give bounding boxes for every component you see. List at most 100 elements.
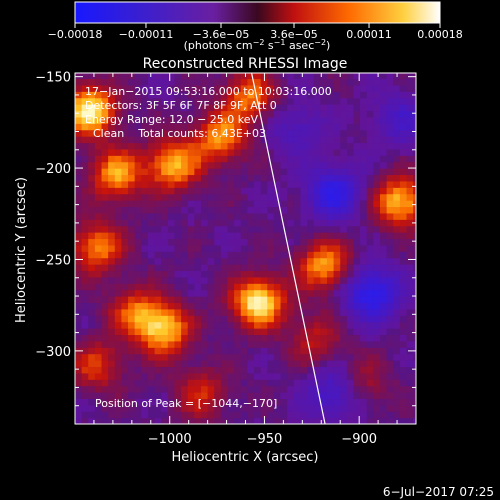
heatmap-cell (200, 257, 209, 265)
heatmap-cell (353, 398, 361, 406)
heatmap-cell (273, 385, 282, 393)
heatmap-cell (293, 238, 302, 246)
heatmap-cell (234, 84, 242, 92)
heatmap-cell (75, 206, 83, 214)
heatmap-cell (88, 296, 96, 304)
heatmap-cell (220, 123, 229, 131)
heatmap-cell (267, 366, 275, 374)
heatmap-cell (346, 136, 355, 144)
heatmap-cell (267, 232, 275, 240)
heatmap-cell (406, 372, 414, 380)
heatmap-cell (121, 129, 129, 137)
heatmap-cell (254, 257, 262, 265)
heatmap-cell (234, 193, 242, 201)
heatmap-cell (114, 296, 123, 304)
heatmap-cell (300, 283, 308, 291)
heatmap-cell (141, 116, 149, 124)
heatmap-cell (161, 417, 169, 424)
heatmap-cell (254, 360, 262, 368)
heatmap-cell (313, 392, 321, 400)
heatmap-cell (227, 296, 235, 304)
heatmap-cell (333, 97, 341, 105)
heatmap-cell (147, 392, 156, 400)
heatmap-cell (340, 328, 348, 336)
heatmap-cell (273, 97, 282, 105)
heatmap-cell (128, 116, 136, 124)
heatmap-cell (108, 315, 116, 323)
heatmap-cell (174, 251, 182, 259)
heatmap-cell (174, 340, 182, 348)
heatmap-cell (353, 129, 361, 137)
heatmap-cell (101, 276, 109, 284)
heatmap-cell (293, 328, 302, 336)
heatmap-cell (187, 308, 195, 316)
heatmap-cell (260, 308, 268, 316)
heatmap-cell (267, 187, 275, 195)
heatmap-cell (307, 219, 315, 227)
heatmap-cell (293, 91, 302, 99)
heatmap-cell (220, 353, 229, 361)
heatmap-cell (353, 123, 361, 131)
heatmap-cell (320, 187, 328, 195)
heatmap-cell (108, 219, 116, 227)
heatmap-cell (287, 372, 295, 380)
heatmap-cell (128, 353, 136, 361)
heatmap-cell (194, 187, 202, 195)
heatmap-cell (360, 353, 368, 361)
heatmap-cell (320, 353, 328, 361)
heatmap-cell (200, 276, 209, 284)
heatmap-cell (340, 283, 348, 291)
heatmap-cell (313, 174, 321, 182)
heatmap-cell (333, 180, 341, 188)
heatmap-cell (273, 353, 282, 361)
heatmap-cell (380, 340, 388, 348)
heatmap-cell (181, 257, 189, 265)
heatmap-cell (280, 136, 288, 144)
heatmap-cell (94, 84, 103, 92)
heatmap-cell (380, 168, 388, 176)
heatmap-cell (280, 238, 288, 246)
heatmap-cell (386, 251, 394, 259)
heatmap-cell (234, 91, 242, 99)
heatmap-cell (287, 148, 295, 156)
heatmap-cell (360, 161, 368, 169)
heatmap-cell (280, 142, 288, 150)
heatmap-cell (214, 289, 222, 297)
heatmap-cell (220, 360, 229, 368)
heatmap-cell (108, 334, 116, 342)
heatmap-cell (413, 392, 416, 400)
heatmap-cell (147, 296, 156, 304)
heatmap-cell (147, 283, 156, 291)
heatmap-cell (187, 129, 195, 137)
heatmap-cell (134, 193, 142, 201)
heatmap-cell (293, 315, 302, 323)
heatmap-cell (88, 276, 96, 284)
x-axis-ticks: −1000 −950 −900 (93, 73, 398, 447)
heatmap-cell (254, 174, 262, 182)
heatmap-cell (75, 78, 83, 86)
heatmap-cell (260, 411, 268, 419)
heatmap-cell (174, 238, 182, 246)
heatmap-cell (181, 123, 189, 131)
heatmap-cell (346, 270, 355, 278)
heatmap-cell (373, 219, 381, 227)
heatmap-cell (75, 174, 83, 182)
heatmap-cell (386, 276, 394, 284)
heatmap-cell (121, 404, 129, 412)
heatmap-cell (313, 232, 321, 240)
heatmap-cell (373, 257, 381, 265)
heatmap-cell (360, 206, 368, 214)
heatmap-cell (399, 353, 408, 361)
heatmap-cell (114, 136, 123, 144)
heatmap-cell (353, 148, 361, 156)
heatmap-cell (340, 417, 348, 424)
heatmap-cell (194, 78, 202, 86)
heatmap-cell (240, 232, 248, 240)
heatmap-cell (227, 155, 235, 163)
heatmap-cell (373, 385, 381, 393)
heatmap-cell (101, 91, 109, 99)
heatmap-cell (134, 116, 142, 124)
heatmap-cell (280, 340, 288, 348)
heatmap-cell (254, 392, 262, 400)
y-tick-label: −200 (35, 162, 71, 177)
